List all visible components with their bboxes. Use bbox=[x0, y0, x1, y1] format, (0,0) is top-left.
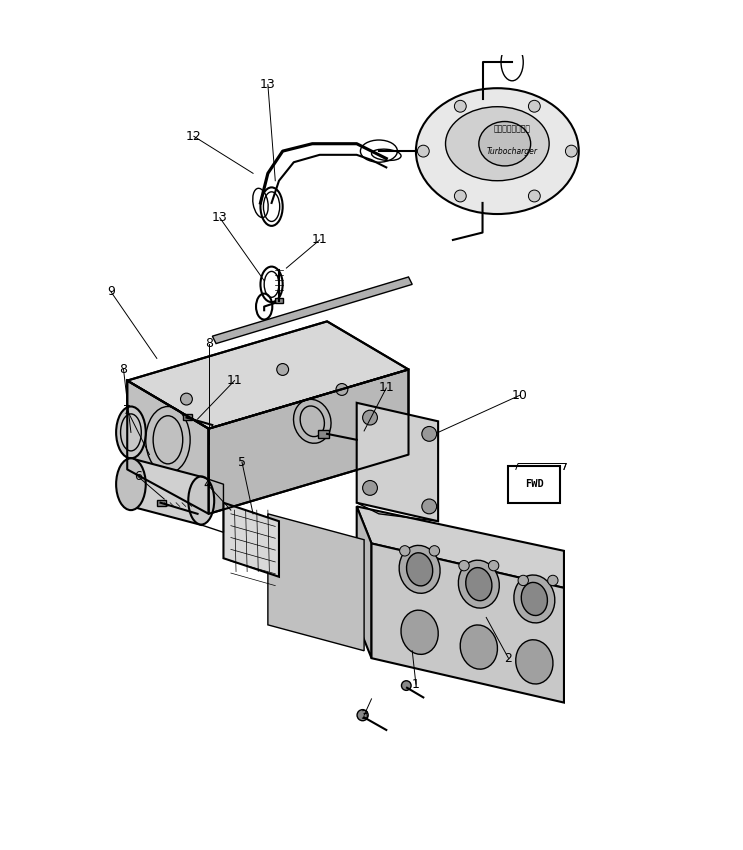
Polygon shape bbox=[131, 458, 201, 525]
Ellipse shape bbox=[401, 681, 411, 690]
Text: 8: 8 bbox=[204, 337, 212, 350]
Text: Turbocharger: Turbocharger bbox=[487, 146, 538, 156]
Text: 11: 11 bbox=[312, 234, 328, 246]
Bar bbox=[157, 500, 166, 506]
Ellipse shape bbox=[399, 546, 440, 593]
Polygon shape bbox=[357, 507, 372, 658]
Text: 2: 2 bbox=[504, 652, 513, 665]
Circle shape bbox=[418, 145, 429, 157]
Circle shape bbox=[429, 546, 440, 556]
Circle shape bbox=[459, 560, 470, 571]
Text: 13: 13 bbox=[260, 78, 276, 91]
Ellipse shape bbox=[460, 625, 498, 669]
Polygon shape bbox=[268, 514, 364, 651]
Ellipse shape bbox=[466, 568, 492, 601]
Text: 4: 4 bbox=[204, 478, 211, 490]
Ellipse shape bbox=[446, 107, 549, 181]
Circle shape bbox=[363, 411, 377, 425]
Circle shape bbox=[528, 190, 540, 202]
Polygon shape bbox=[127, 321, 409, 428]
Circle shape bbox=[336, 383, 348, 395]
Ellipse shape bbox=[514, 575, 555, 623]
Polygon shape bbox=[209, 370, 409, 514]
Bar bbox=[318, 430, 329, 438]
Circle shape bbox=[363, 480, 377, 496]
Text: 11: 11 bbox=[378, 382, 395, 394]
Ellipse shape bbox=[406, 552, 432, 586]
Circle shape bbox=[455, 190, 467, 202]
Polygon shape bbox=[212, 277, 412, 343]
Polygon shape bbox=[357, 507, 564, 588]
Bar bbox=[183, 414, 192, 420]
Circle shape bbox=[548, 575, 558, 586]
Text: 6: 6 bbox=[134, 470, 142, 484]
Circle shape bbox=[518, 575, 528, 586]
Circle shape bbox=[276, 364, 288, 376]
Text: 11: 11 bbox=[227, 374, 242, 387]
Text: 13: 13 bbox=[212, 212, 227, 224]
Bar bbox=[274, 298, 283, 303]
Text: 12: 12 bbox=[186, 130, 201, 143]
Text: 10: 10 bbox=[512, 389, 528, 402]
Circle shape bbox=[422, 499, 437, 514]
Text: ターボチャージャ: ターボチャージャ bbox=[493, 124, 531, 133]
Text: 9: 9 bbox=[107, 286, 115, 298]
Ellipse shape bbox=[188, 477, 214, 524]
Text: FWD: FWD bbox=[525, 479, 544, 490]
Ellipse shape bbox=[516, 640, 553, 684]
Ellipse shape bbox=[416, 88, 579, 214]
Text: 1: 1 bbox=[412, 677, 420, 690]
Circle shape bbox=[422, 427, 437, 441]
Text: 7: 7 bbox=[123, 404, 132, 416]
Circle shape bbox=[528, 100, 540, 112]
Ellipse shape bbox=[357, 710, 369, 721]
Circle shape bbox=[181, 394, 192, 405]
Text: 3: 3 bbox=[360, 709, 368, 722]
Ellipse shape bbox=[116, 458, 146, 510]
Polygon shape bbox=[224, 502, 279, 577]
Circle shape bbox=[455, 100, 467, 112]
Ellipse shape bbox=[116, 406, 146, 458]
Circle shape bbox=[400, 546, 410, 556]
Polygon shape bbox=[357, 403, 438, 521]
Ellipse shape bbox=[522, 582, 548, 615]
Circle shape bbox=[488, 560, 499, 571]
Polygon shape bbox=[372, 543, 564, 703]
Text: 5: 5 bbox=[238, 456, 246, 468]
Polygon shape bbox=[127, 381, 209, 514]
Ellipse shape bbox=[401, 610, 438, 654]
FancyBboxPatch shape bbox=[508, 466, 560, 502]
Ellipse shape bbox=[478, 122, 531, 166]
Ellipse shape bbox=[458, 560, 499, 608]
Text: 8: 8 bbox=[120, 363, 128, 376]
Circle shape bbox=[565, 145, 577, 157]
